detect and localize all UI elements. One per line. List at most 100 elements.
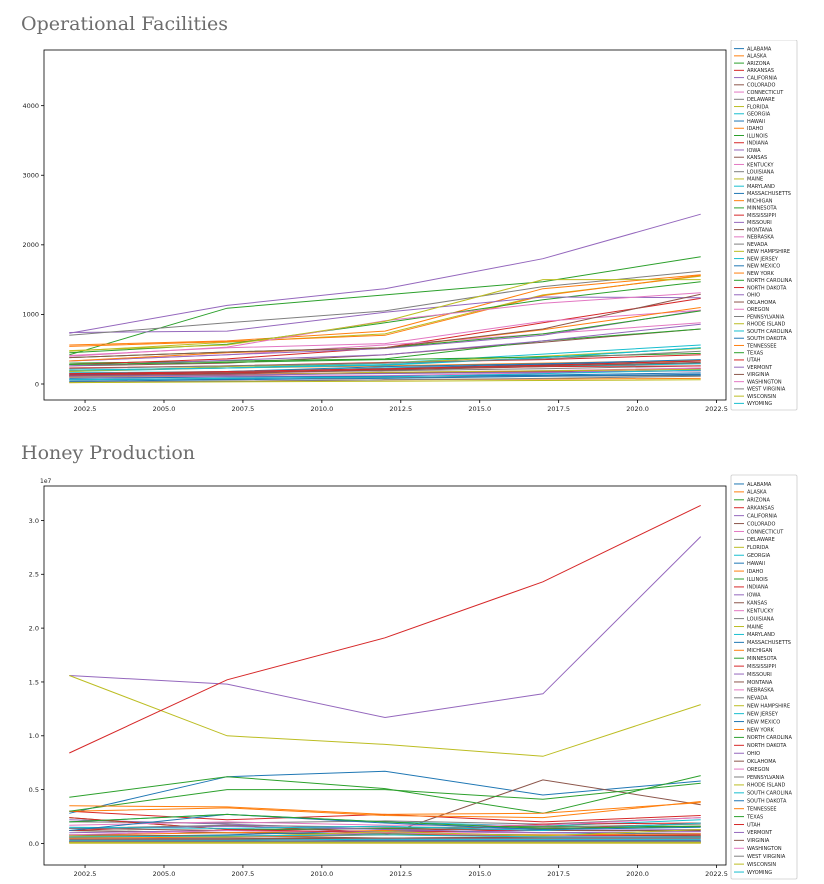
series-line-michigan (69, 801, 701, 819)
legend-item-oregon: OREGON (747, 307, 769, 313)
legend-item-new-hampshire: NEW HAMPSHIRE (747, 704, 790, 710)
series-line-missouri (69, 309, 701, 362)
legend-item-rhode-island: RHODE ISLAND (747, 322, 785, 328)
legend-item-north-carolina: NORTH CAROLINA (747, 735, 793, 741)
legend-item-utah: UTAH (747, 822, 761, 828)
x-tick-label: 2005.0 (153, 405, 176, 412)
series-line-minnesota (69, 782, 701, 812)
legend-item-arizona: ARIZONA (747, 61, 770, 67)
series-line-michigan (69, 274, 701, 346)
series-line-wyoming (69, 369, 701, 381)
legend-item-connecticut: CONNECTICUT (747, 529, 784, 535)
legend-item-north-dakota: NORTH DAKOTA (747, 743, 787, 749)
x-tick-label: 2015.0 (468, 405, 491, 412)
legend-item-south-dakota: SOUTH DAKOTA (747, 799, 787, 805)
y-tick-label: 2000 (22, 241, 39, 249)
series-line-california (69, 536, 702, 719)
legend-item-colorado: COLORADO (747, 521, 776, 527)
legend-item-washington: WASHINGTON (747, 379, 782, 385)
y-exponent-label: 1e7 (40, 478, 52, 485)
legend-item-pennsylvania: PENNSYLVANIA (747, 314, 785, 320)
legend-item-alabama: ALABAMA (747, 482, 772, 488)
legend-item-pennsylvania: PENNSYLVANIA (747, 775, 785, 781)
series-line-south-carolina (69, 347, 701, 371)
x-tick-label: 2015.0 (468, 870, 491, 878)
legend-item-iowa: IOWA (747, 593, 761, 599)
series-line-north-dakota (69, 365, 701, 375)
series-line-west-virginia (69, 350, 701, 370)
series-line-virginia (69, 837, 701, 840)
legend-box (730, 40, 798, 411)
y-tick-label: 4000 (22, 102, 39, 110)
legend-item-delaware: DELAWARE (747, 537, 775, 543)
honey-line-chart: 2002.5 2005.0 2007.5 2010.0 2012.5 2015.0 2017… (29, 474, 798, 880)
legend-item-south-dakota: SOUTH DAKOTA (747, 336, 787, 342)
legend-item-mississippi: MISSISSIPPI (747, 664, 776, 670)
legend-item-north-dakota: NORTH DAKOTA (747, 285, 787, 291)
legend-item-indiana: INDIANA (747, 141, 769, 147)
x-tick-label: 2017.5 (547, 870, 570, 878)
x-tick-label: 2007.5 (232, 870, 255, 878)
series-line-rhode-island (69, 379, 701, 384)
legend-item-idaho: IDAHO (747, 126, 763, 132)
legend-item-new-hampshire: NEW HAMPSHIRE (747, 249, 790, 255)
series-line-pennsylvania (69, 270, 701, 336)
x-tick-label: 2005.0 (153, 870, 176, 878)
legend-item-florida: FLORIDA (747, 104, 769, 110)
legend-item-louisiana: LOUISIANA (747, 170, 774, 176)
y-tick-label: 1.0 (29, 732, 39, 740)
x-tick-label: 2022.5 (705, 870, 728, 878)
legend-item-washington: WASHINGTON (747, 846, 782, 852)
series-line-new-york (69, 274, 701, 347)
series-line-new-jersey (69, 838, 701, 841)
y-tick-label: 0 (35, 380, 39, 388)
plot-frame (43, 49, 727, 401)
legend-item-maine: MAINE (747, 177, 763, 183)
legend-item-wyoming: WYOMING (747, 401, 772, 407)
x-tick-label: 2012.5 (389, 405, 412, 412)
series-line-ohio (69, 296, 701, 333)
legend-item-oregon: OREGON (747, 767, 769, 773)
legend-item-massachusetts: MASSACHUSETTS (747, 640, 791, 646)
legend-item-kansas: KANSAS (747, 601, 767, 607)
series-line-south-dakota (69, 374, 701, 379)
legend-item-missouri: MISSOURI (747, 672, 772, 678)
series-line-indiana (69, 504, 701, 754)
legend-box (730, 474, 798, 880)
series-line-texas (69, 813, 701, 829)
series-line-vermont (69, 370, 701, 377)
series-line-iowa (69, 323, 701, 367)
legend-item-texas: TEXAS (746, 814, 763, 820)
series-line-washington (69, 292, 701, 357)
legend-item-virginia: VIRGINIA (747, 372, 770, 378)
legend-item-hawaii: HAWAII (747, 561, 765, 567)
legend-item-nebraska: NEBRASKA (747, 688, 774, 694)
legend-item-maine: MAINE (747, 624, 763, 630)
legend-item-new-york: NEW YORK (747, 271, 775, 277)
legend-item-connecticut: CONNECTICUT (747, 90, 784, 96)
plot-frame (43, 485, 727, 866)
series-line-california (69, 213, 701, 334)
series-line-south-dakota (69, 813, 701, 831)
legend-item-vermont: VERMONT (747, 830, 773, 836)
legend-item-alaska: ALASKA (747, 54, 767, 60)
legend-item-maryland: MARYLAND (747, 184, 775, 190)
y-tick-label: 2.0 (29, 624, 39, 632)
legend-item-delaware: DELAWARE (747, 97, 775, 103)
x-tick-label: 2010.0 (310, 870, 333, 878)
legend-item-south-carolina: SOUTH CAROLINA (747, 791, 792, 797)
legend-item-new-mexico: NEW MEXICO (747, 719, 780, 725)
legend-item-illinois: ILLINOIS (747, 133, 768, 139)
y-tick-label: 0.5 (29, 786, 39, 794)
legend-item-michigan: MICHIGAN (747, 648, 773, 654)
legend-item-arkansas: ARKANSAS (747, 506, 774, 512)
legend-item-tennessee: TENNESSEE (746, 806, 777, 812)
y-tick-label: 3000 (22, 172, 39, 180)
legend-item-minnesota: MINNESOTA (747, 656, 777, 662)
x-tick-label: 2017.5 (547, 405, 570, 412)
legend-item-new-york: NEW YORK (747, 727, 775, 733)
x-tick-label: 2012.5 (389, 870, 412, 878)
legend-item-wisconsin: WISCONSIN (747, 394, 776, 400)
facilities-line-chart: 2002.5 2005.0 2007.5 2010.0 2012.5 2015.0 2017… (22, 40, 798, 412)
legend-item-texas: TEXAS (746, 351, 763, 357)
